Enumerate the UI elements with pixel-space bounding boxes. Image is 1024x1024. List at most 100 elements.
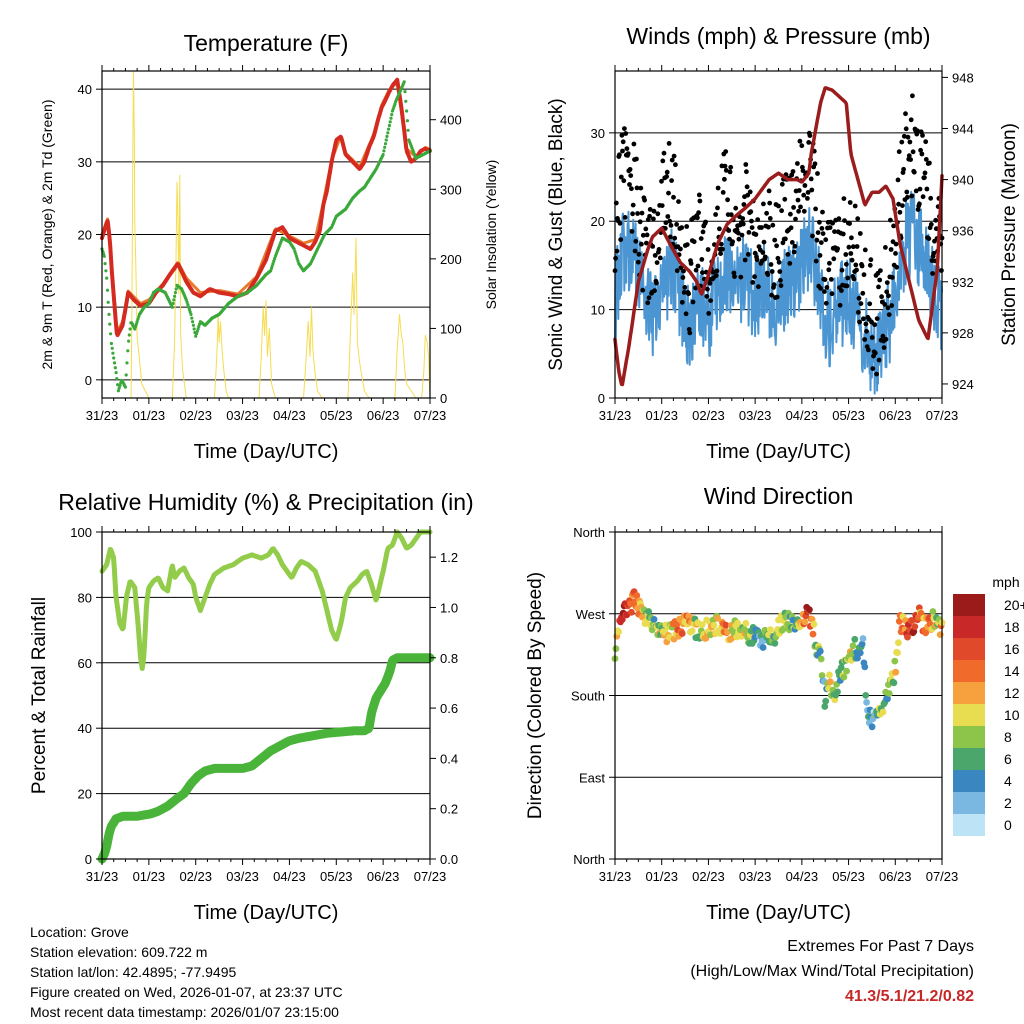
gust-point <box>905 194 910 200</box>
gust-point <box>622 126 627 131</box>
direction-point <box>834 688 841 696</box>
direction-point <box>771 639 779 647</box>
dewpoint-point <box>113 366 117 370</box>
gust-point <box>645 300 651 306</box>
direction-point <box>826 671 833 679</box>
gust-point <box>770 222 776 228</box>
gust-point <box>820 231 826 237</box>
gust-point <box>766 188 772 194</box>
colorbar-label: 6 <box>1004 751 1012 767</box>
gust-point <box>722 163 728 169</box>
gust-point <box>769 269 775 274</box>
direction-point <box>817 655 825 663</box>
x-tick-label: 02/23 <box>179 408 212 423</box>
dewpoint-points <box>100 80 432 393</box>
y-tick-label: South <box>571 689 605 704</box>
dewpoint-point <box>123 385 127 389</box>
gust-point <box>674 268 680 274</box>
x-tick-label: 03/23 <box>739 869 772 884</box>
dewpoint-point <box>192 327 196 331</box>
dewpoint-point <box>270 264 274 268</box>
gust-point <box>777 269 783 274</box>
gust-point <box>805 196 810 201</box>
gust-point <box>686 291 691 297</box>
dewpoint-point <box>174 287 178 291</box>
gust-point <box>903 111 908 117</box>
direction-point <box>854 654 861 662</box>
gust-point <box>911 169 917 175</box>
gust-point <box>903 126 909 132</box>
colorbar-label: 12 <box>1004 685 1020 701</box>
gust-point <box>877 277 883 283</box>
direction-point <box>645 608 652 615</box>
gust-point <box>681 268 686 274</box>
gust-point <box>857 231 863 236</box>
gust-point <box>856 295 862 301</box>
gust-point <box>830 220 835 226</box>
gust-point <box>913 188 919 194</box>
y2-tick-label: 0.4 <box>440 751 458 766</box>
gust-point <box>632 248 638 254</box>
gust-point <box>774 294 780 300</box>
gust-point <box>628 173 634 179</box>
pressure-line <box>613 86 944 387</box>
gust-point <box>901 133 907 139</box>
gust-point <box>672 235 678 241</box>
dewpoint-point <box>390 113 394 117</box>
gust-point <box>691 239 697 245</box>
gust-point <box>629 186 634 192</box>
gust-point <box>845 275 851 281</box>
y-tick-label: 20 <box>78 228 92 243</box>
x-tick-label: 07/23 <box>414 408 447 423</box>
station-info: Location: Grove Station elevation: 609.7… <box>30 922 343 1022</box>
dewpoint-point <box>102 252 106 256</box>
colorbar-label: 8 <box>1004 729 1012 745</box>
dewpoint-point <box>194 332 199 336</box>
x-tick-label: 31/23 <box>599 408 632 423</box>
gust-point <box>828 277 834 282</box>
direction-point <box>734 619 741 627</box>
gust-point <box>802 183 808 188</box>
gust-point <box>723 149 729 155</box>
dewpoint-point <box>402 80 406 84</box>
gust-point <box>663 220 669 226</box>
y2-tick-label: 1.0 <box>440 600 458 615</box>
gust-point <box>844 261 849 267</box>
gust-point <box>856 309 861 315</box>
dewpoint-point <box>117 386 121 390</box>
y2-tick-label: 200 <box>440 252 462 267</box>
gust-point <box>720 246 725 252</box>
direction-point <box>742 619 750 627</box>
direction-point <box>688 627 696 635</box>
gust-point <box>854 267 859 273</box>
dewpoint-point <box>197 324 201 329</box>
gust-point <box>792 243 798 249</box>
colorbar-swatch <box>953 638 985 660</box>
direction-point <box>862 692 870 699</box>
extremes-title: Extremes For Past 7 Days <box>787 938 974 955</box>
dewpoint-point <box>116 389 120 393</box>
dewpoint-point <box>171 301 175 306</box>
gust-point <box>728 164 734 170</box>
gust-point <box>617 220 623 226</box>
direction-point <box>759 644 767 651</box>
insolation-line <box>101 70 431 399</box>
dewpoint-point <box>295 257 299 261</box>
extremes-subtitle: (High/Low/Max Wind/Total Precipitation) <box>690 963 974 980</box>
direction-point <box>849 642 857 650</box>
gust-point <box>735 230 741 236</box>
gust-point <box>780 240 786 246</box>
y-axis-label: Direction (Colored By Speed) <box>525 572 546 819</box>
gust-point <box>843 252 849 257</box>
gust-point <box>651 208 657 214</box>
gust-point <box>840 231 846 237</box>
gust-point <box>776 203 781 209</box>
gust-point <box>634 185 640 191</box>
gust-point <box>624 146 630 152</box>
chart-title: Relative Humidity (%) & Precipitation (i… <box>58 489 473 515</box>
gust-point <box>867 262 873 268</box>
dewpoint-point <box>134 322 138 326</box>
gust-point <box>807 133 813 139</box>
colorbar-swatch <box>953 770 985 792</box>
